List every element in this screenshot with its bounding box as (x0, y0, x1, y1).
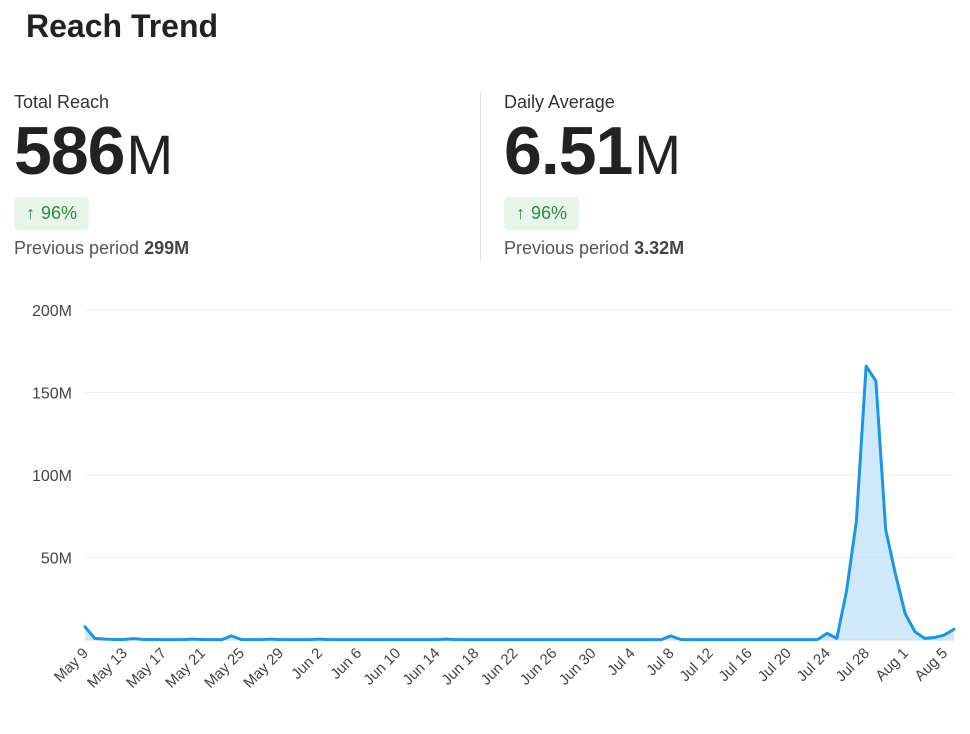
kpi-divider (480, 92, 481, 262)
x-tick-label: Jul 20 (755, 645, 795, 685)
daily-average-card: Daily Average 6.51M ↑ 96% Previous perio… (504, 92, 684, 259)
total-reach-card: Total Reach 586M ↑ 96% Previous period 2… (14, 92, 189, 259)
x-tick-label: Aug 1 (872, 645, 912, 685)
x-tick-label: May 25 (201, 645, 248, 692)
series-line (83, 364, 956, 642)
kpi-value: 6.51M (504, 117, 684, 185)
x-tick-label: Jun 30 (556, 645, 600, 689)
x-tick-label: May 13 (84, 645, 131, 692)
change-value: 96% (41, 203, 78, 223)
x-tick-label: Jul 12 (676, 645, 716, 685)
x-tick-label: Jun 14 (399, 645, 443, 689)
x-tick-label: May 21 (162, 645, 209, 692)
x-tick-label: May 17 (123, 645, 170, 692)
x-tick-label: Jun 18 (439, 645, 483, 689)
kpi-unit: M (126, 123, 174, 186)
x-tick-label: Jul 28 (833, 645, 873, 685)
y-tick-label: 50M (41, 551, 72, 568)
x-tick-label: May 29 (240, 645, 287, 692)
x-tick-label: Aug 5 (911, 645, 951, 685)
change-value: 96% (531, 203, 568, 223)
previous-period: Previous period 299M (14, 238, 189, 259)
previous-period: Previous period 3.32M (504, 238, 684, 259)
arrow-up-icon: ↑ (26, 203, 35, 223)
series-area (85, 366, 954, 640)
y-tick-label: 100M (32, 468, 72, 485)
x-tick-label: Jul 8 (643, 645, 677, 679)
page-title: Reach Trend (26, 8, 219, 44)
kpi-label: Daily Average (504, 92, 615, 112)
x-tick-label: Jun 2 (288, 645, 326, 683)
previous-period-label: Previous period (14, 238, 140, 258)
y-tick-label: 200M (32, 303, 72, 320)
kpi-number: 586 (14, 113, 125, 189)
change-badge: ↑ 96% (504, 197, 580, 230)
x-tick-label: Jul 4 (604, 645, 638, 679)
arrow-up-icon: ↑ (516, 203, 525, 223)
kpi-number: 6.51 (504, 113, 633, 189)
x-tick-label: Jul 24 (794, 645, 834, 685)
kpi-label: Total Reach (14, 92, 110, 112)
x-tick-label: Jul 16 (715, 645, 755, 685)
previous-period-value: 299M (144, 238, 190, 258)
kpi-unit: M (634, 123, 682, 186)
x-tick-label: Jun 22 (478, 645, 522, 689)
kpi-value: 586M (14, 117, 189, 185)
x-tick-label: Jun 26 (517, 645, 561, 689)
previous-period-label: Previous period (504, 238, 630, 258)
previous-period-value: 3.32M (634, 238, 685, 258)
x-tick-label: Jun 10 (360, 645, 404, 689)
change-badge: ↑ 96% (14, 197, 90, 230)
y-tick-label: 150M (32, 386, 72, 403)
